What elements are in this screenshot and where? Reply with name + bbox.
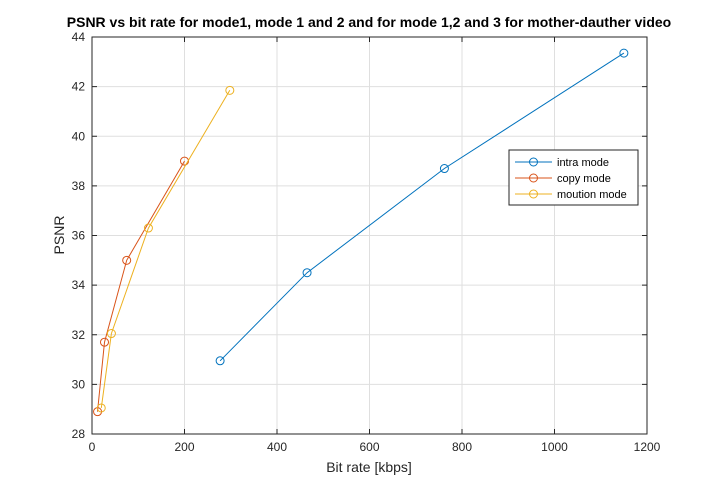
- series-line: [100, 90, 231, 408]
- legend-swatch-marker: [529, 173, 538, 183]
- series-3: [96, 85, 235, 413]
- legend-swatch-marker: [529, 189, 538, 199]
- data-point-marker: [619, 48, 629, 58]
- data-point-marker: [225, 85, 235, 95]
- x-axis-label: Bit rate [kbps]: [326, 459, 412, 475]
- data-point-marker: [215, 356, 225, 366]
- legend-label: copy mode: [557, 173, 611, 185]
- data-point-marker: [302, 268, 312, 278]
- series-line: [219, 52, 625, 362]
- y-tick-label: 30: [72, 377, 86, 391]
- legend-label: intra mode: [557, 157, 609, 169]
- series-group: [93, 48, 629, 417]
- y-tick-label: 34: [72, 278, 86, 292]
- data-point-marker: [106, 329, 116, 339]
- data-point-marker: [143, 223, 153, 233]
- chart-title: PSNR vs bit rate for mode1, mode 1 and 2…: [67, 14, 671, 30]
- y-axis-label: PSNR: [51, 216, 67, 255]
- x-tick-label: 1200: [634, 440, 661, 454]
- series-1: [215, 48, 629, 366]
- y-tick-label: 38: [72, 179, 86, 193]
- y-tick-label: 40: [72, 129, 86, 143]
- x-tick-label: 200: [174, 440, 194, 454]
- x-tick-label: 400: [267, 440, 287, 454]
- legend: intra mode copy mode moution mode: [508, 149, 639, 206]
- x-tick-label: 600: [359, 440, 379, 454]
- x-tick-label: 0: [89, 440, 96, 454]
- y-tick-label: 36: [72, 229, 86, 243]
- y-tick-label: 28: [72, 427, 86, 441]
- legend-swatch-marker: [529, 157, 538, 167]
- x-tick-label: 1000: [541, 440, 568, 454]
- series-2: [93, 156, 189, 417]
- y-tick-label: 32: [72, 328, 86, 342]
- y-tick-label: 44: [72, 30, 86, 44]
- data-point-marker: [99, 337, 109, 347]
- x-tick-label: 800: [452, 440, 472, 454]
- data-point-marker: [122, 255, 132, 265]
- series-line: [97, 160, 185, 412]
- y-tick-label: 42: [72, 80, 86, 94]
- legend-label: moution mode: [557, 189, 627, 201]
- data-point-marker: [439, 164, 449, 174]
- axis-ticks: 0 200 400 600 800 1000 1200 28 30 32 34 36 38 40 42 44: [72, 30, 661, 454]
- data-point-marker: [96, 403, 106, 413]
